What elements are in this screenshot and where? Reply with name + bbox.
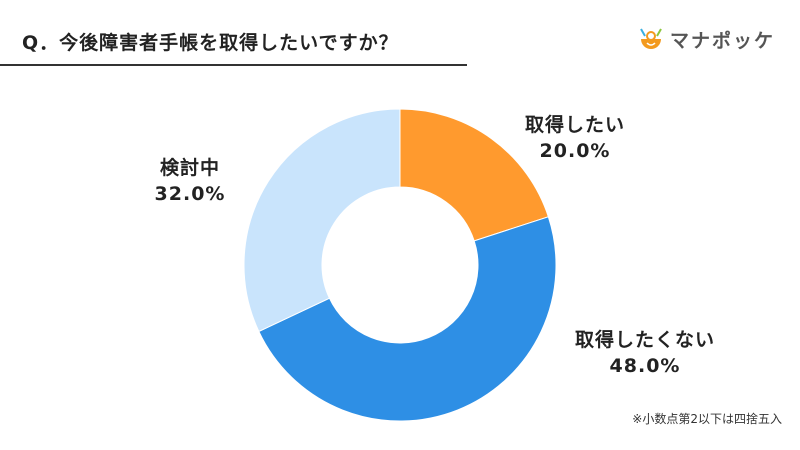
slice-label: 取得したい [524,114,625,136]
logo: マナポッケ [638,26,775,53]
label-want: 取得したい 20.0% [510,112,640,164]
label-not-want: 取得したくない 48.0% [555,327,735,379]
slice-label: 取得したくない [574,329,715,351]
slice-value: 32.0% [154,183,226,205]
logo-text: マナポッケ [670,30,776,52]
title-underline [0,64,467,66]
slice-label: 検討中 [159,157,220,179]
donut-slice-1 [258,216,557,422]
slice-value: 20.0% [539,140,611,162]
logo-icon [640,28,662,49]
label-considering: 検討中 32.0% [135,155,245,207]
donut-slice-0 [399,108,549,242]
slice-value: 48.0% [609,355,681,377]
rounding-note: ※小数点第2以下は四捨五入 [632,412,782,426]
donut-slice-2 [243,108,401,333]
page-title: Q．今後障害者手帳を取得したいですか？ [22,32,399,54]
